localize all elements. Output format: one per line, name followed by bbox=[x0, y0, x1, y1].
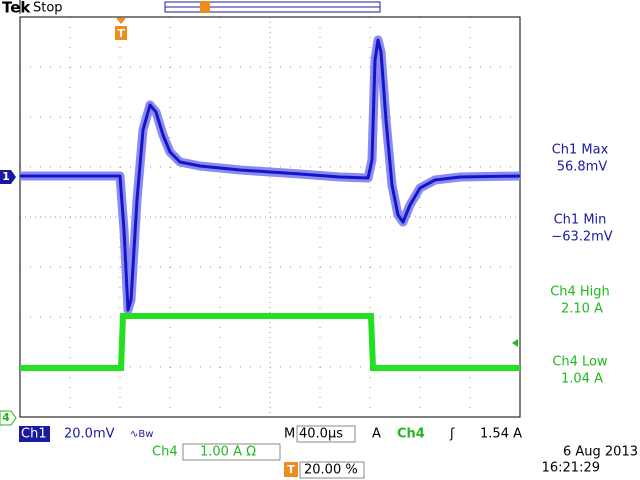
trigger-level: 1.54 A bbox=[480, 427, 522, 442]
ch4-waveform bbox=[20, 313, 520, 371]
ch1-badge bbox=[19, 426, 50, 442]
ch4-readout: Ch4 bbox=[152, 445, 178, 460]
date: 6 Aug 2013 bbox=[563, 445, 638, 460]
trigger-position: 20.00 % bbox=[304, 463, 358, 478]
status: Stop bbox=[33, 1, 63, 16]
measurement-value: −63.2mV bbox=[551, 230, 613, 245]
graticule-frame bbox=[19, 16, 521, 418]
measurement-label: Ch1 Min bbox=[554, 213, 607, 228]
measurement-value: 1.04 A bbox=[561, 372, 603, 387]
trigger-mode: A bbox=[372, 427, 381, 442]
measurement-label: Ch4 High bbox=[550, 285, 610, 300]
trigger-marker bbox=[115, 26, 127, 40]
ch1-marker bbox=[0, 170, 16, 184]
ch1-scale: 20.0mV bbox=[64, 427, 115, 442]
trigger-source: Ch4 bbox=[397, 427, 425, 442]
measurement-value: 2.10 A bbox=[561, 302, 603, 317]
ch4-marker-label: 4 bbox=[2, 411, 10, 424]
brand: Tek bbox=[2, 0, 31, 17]
ch1-marker-label: 1 bbox=[2, 170, 10, 183]
timebase-box bbox=[296, 425, 356, 443]
bandwidth: ∿Bw bbox=[130, 429, 153, 440]
trigger-position-icon-label: T bbox=[287, 463, 295, 476]
ch4-level-arrow bbox=[512, 339, 518, 347]
trigger-label: T bbox=[117, 27, 125, 40]
trigger-arrow bbox=[116, 18, 126, 24]
measurement-value: 56.8mV bbox=[557, 160, 608, 175]
measurement-label: Ch1 Max bbox=[552, 143, 609, 158]
trigger-slope: ʃ bbox=[449, 427, 455, 442]
timebase-prefix: M bbox=[284, 427, 295, 442]
ch4-scale: 1.00 A Ω bbox=[200, 445, 256, 460]
trigger-position-box bbox=[299, 461, 365, 479]
time: 16:21:29 bbox=[542, 461, 600, 476]
ch1-waveform bbox=[20, 38, 521, 312]
ch4-marker bbox=[0, 410, 17, 426]
measurements: Ch1 Max 56.8mV Ch1 Min −63.2mV Ch4 High 2.10 … bbox=[550, 143, 613, 387]
position-marker bbox=[200, 1, 210, 13]
ch4-scale-box bbox=[182, 443, 281, 461]
trigger-position-icon bbox=[284, 462, 298, 477]
measurement-label: Ch4 Low bbox=[552, 355, 608, 370]
ch1-readout: Ch1 bbox=[21, 427, 47, 442]
timebase: 40.0µs bbox=[299, 427, 343, 442]
